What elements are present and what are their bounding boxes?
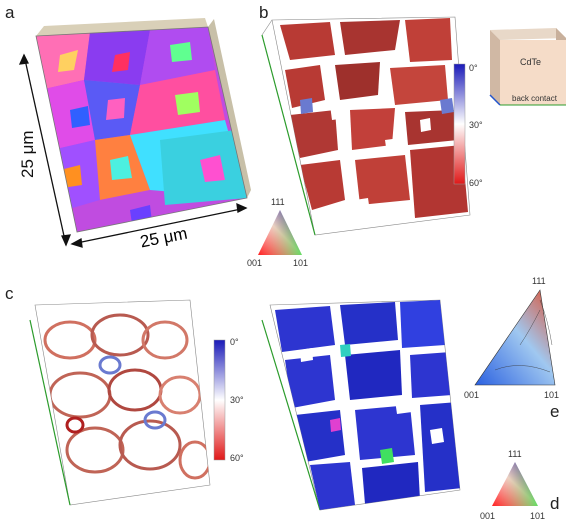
misorientation-scale-bar xyxy=(453,63,466,185)
ipf-e-111: 111 xyxy=(532,276,546,286)
ipf-triangle-e xyxy=(474,289,556,386)
block-top-face xyxy=(36,18,208,36)
ipf-e-101: 101 xyxy=(544,390,560,400)
inset-cube xyxy=(489,28,566,106)
ipf-b-101: 101 xyxy=(293,258,309,268)
dimension-arrows xyxy=(18,53,248,248)
block-side-face xyxy=(208,19,251,198)
scale-b-bottom: 60° xyxy=(469,178,483,188)
twin-boundaries-d xyxy=(275,300,460,510)
scale-b-top: 0° xyxy=(469,63,478,73)
scale-c-mid: 30° xyxy=(230,395,244,405)
panel-letter-c: c xyxy=(5,284,14,303)
panel-letter-b: b xyxy=(259,3,269,22)
scale-c-bottom: 60° xyxy=(230,453,244,463)
ipf-d-111: 111 xyxy=(508,449,522,459)
scale-c-top: 0° xyxy=(230,337,239,347)
twin-boundaries-b xyxy=(280,18,468,218)
inset-contact-label: back contact xyxy=(512,94,557,103)
panel-letter-d: d xyxy=(550,494,560,513)
panel-letter-e: e xyxy=(550,402,560,421)
grain-mosaic xyxy=(36,27,247,232)
misorientation-scale-bar-c xyxy=(213,339,226,461)
ipf-b-001: 001 xyxy=(247,258,263,268)
ipf-d-001: 001 xyxy=(480,511,496,521)
scale-b-mid: 30° xyxy=(469,120,483,130)
ipf-e-001: 001 xyxy=(464,390,480,400)
inset-material-label: CdTe xyxy=(520,57,542,67)
panel-letter-a: a xyxy=(5,3,15,22)
ipf-d-101: 101 xyxy=(530,511,546,521)
ipf-b-111: 111 xyxy=(271,197,285,207)
twin-boundaries-c xyxy=(43,313,210,480)
